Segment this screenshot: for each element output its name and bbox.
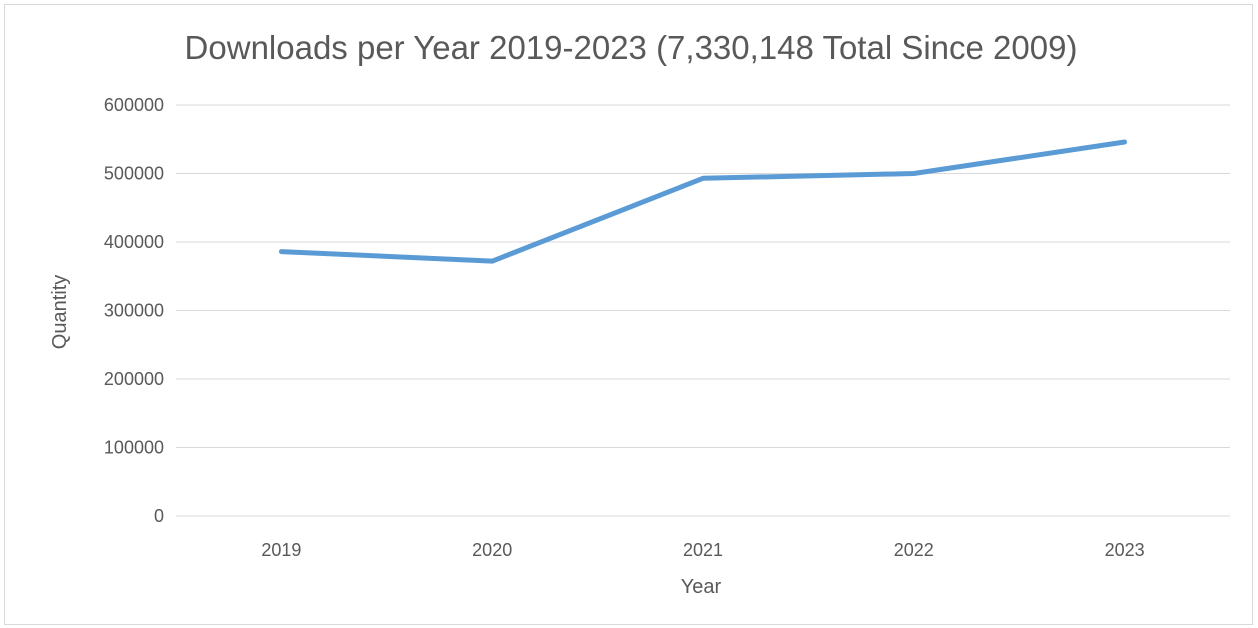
data-point-2023 — [1122, 139, 1128, 145]
x-tick-label: 2019 — [261, 540, 301, 560]
x-tick-label: 2022 — [894, 540, 934, 560]
data-point-2021 — [700, 175, 706, 181]
y-tick-label: 300000 — [104, 301, 164, 321]
y-tick-label: 100000 — [104, 438, 164, 458]
y-tick-label: 600000 — [104, 95, 164, 115]
y-tick-label: 500000 — [104, 164, 164, 184]
y-axis-tick-labels: 0 100000 200000 300000 400000 500000 600000 — [104, 95, 164, 526]
series-layer — [278, 139, 1128, 264]
x-tick-label: 2023 — [1105, 540, 1145, 560]
y-axis-label: Quantity — [49, 275, 71, 349]
x-tick-label: 2020 — [472, 540, 512, 560]
chart-title: Downloads per Year 2019-2023 (7,330,148 … — [185, 29, 1078, 66]
y-tick-label: 200000 — [104, 369, 164, 389]
data-point-2019 — [278, 249, 284, 255]
chart-area — [4, 4, 1253, 625]
x-tick-label: 2021 — [683, 540, 723, 560]
x-axis-label: Year — [681, 576, 722, 598]
gridlines — [176, 104, 1230, 517]
series-line — [278, 139, 1128, 264]
x-axis-tick-labels: 2019 2020 2021 2022 2023 — [261, 540, 1144, 560]
data-point-2020 — [489, 258, 495, 264]
y-tick-label: 0 — [154, 506, 164, 526]
y-tick-label: 400000 — [104, 232, 164, 252]
data-point-2022 — [911, 171, 917, 177]
